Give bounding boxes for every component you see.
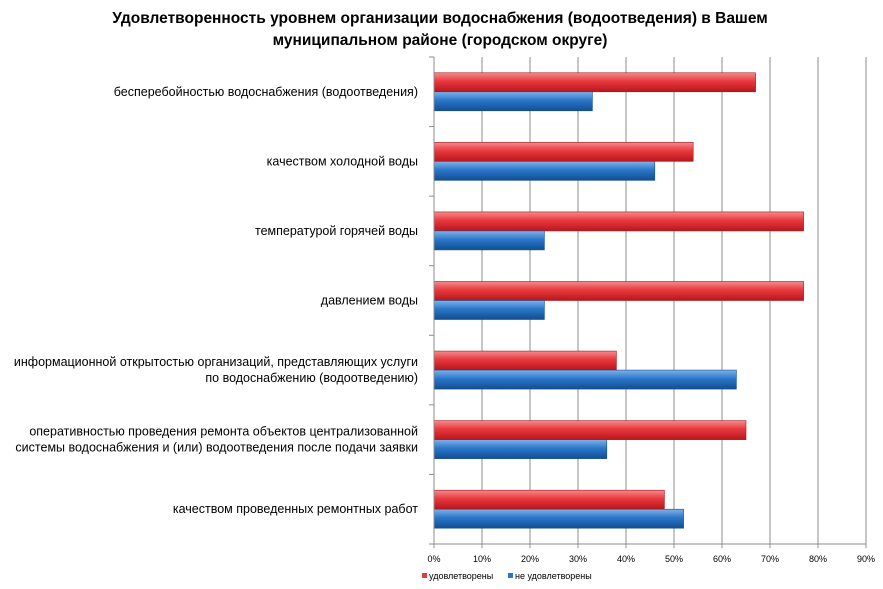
bar-not-satisfied [433, 300, 545, 320]
legend-swatch-satisfied [422, 573, 427, 578]
x-tick-label: 10% [473, 554, 491, 564]
category-label: температурой горячей воды [255, 224, 418, 238]
bar-satisfied [433, 489, 665, 510]
x-tick-label: 0% [427, 554, 440, 564]
x-tick-labels: 0% 10% 20% 30% 40% 50% 60% 70% 80% 90% [427, 554, 875, 564]
category-label: бесперебойностью водоснабжения (водоотве… [114, 85, 418, 99]
chart-title: Удовлетворенность уровнем организации во… [40, 8, 840, 52]
legend-swatch-not-satisfied [508, 573, 513, 578]
category-label: по водоснабжению (водоотведению) [205, 371, 418, 385]
bar-not-satisfied [433, 369, 737, 390]
bars [433, 72, 804, 529]
x-tick-label: 30% [569, 554, 587, 564]
x-tick-label: 50% [665, 554, 683, 564]
category-label: системы водоснабжения и (или) водоотведе… [15, 441, 418, 455]
legend-label-not-satisfied: не удовлетворены [515, 571, 592, 581]
x-tick-label: 60% [713, 554, 731, 564]
bar-satisfied [433, 72, 756, 93]
legend-label-satisfied: удовлетворены [429, 571, 493, 581]
bar-not-satisfied [433, 161, 656, 181]
legend: удовлетворены не удовлетворены [422, 571, 592, 581]
category-labels: бесперебойностью водоснабжения (водоотве… [14, 85, 418, 516]
category-label: давлением воды [321, 294, 418, 308]
bar-not-satisfied [433, 230, 545, 251]
category-label: качеством холодной воды [267, 154, 418, 168]
bar-satisfied [433, 420, 747, 440]
category-label: оперативностью проведения ремонта объект… [29, 425, 418, 439]
bar-satisfied [433, 350, 617, 371]
category-label: качеством проведенных ремонтных работ [173, 502, 418, 516]
chart-title-line-2: муниципальном районе (городском округе) [272, 32, 608, 49]
x-tick-label: 90% [857, 554, 875, 564]
bar-not-satisfied [433, 439, 608, 459]
axes [429, 56, 867, 548]
chart-title-line-1: Удовлетворенность уровнем организации во… [112, 10, 768, 27]
bar-satisfied [433, 142, 694, 162]
x-tick-label: 80% [809, 554, 827, 564]
bar-satisfied [433, 211, 804, 232]
x-tick-label: 40% [617, 554, 635, 564]
x-tick-label: 70% [761, 554, 779, 564]
x-tick-label: 20% [521, 554, 539, 564]
bar-not-satisfied [433, 91, 593, 112]
category-label: информационной открытостью организаций, … [14, 355, 418, 369]
bar-not-satisfied [433, 508, 684, 529]
bar-satisfied [433, 281, 804, 301]
